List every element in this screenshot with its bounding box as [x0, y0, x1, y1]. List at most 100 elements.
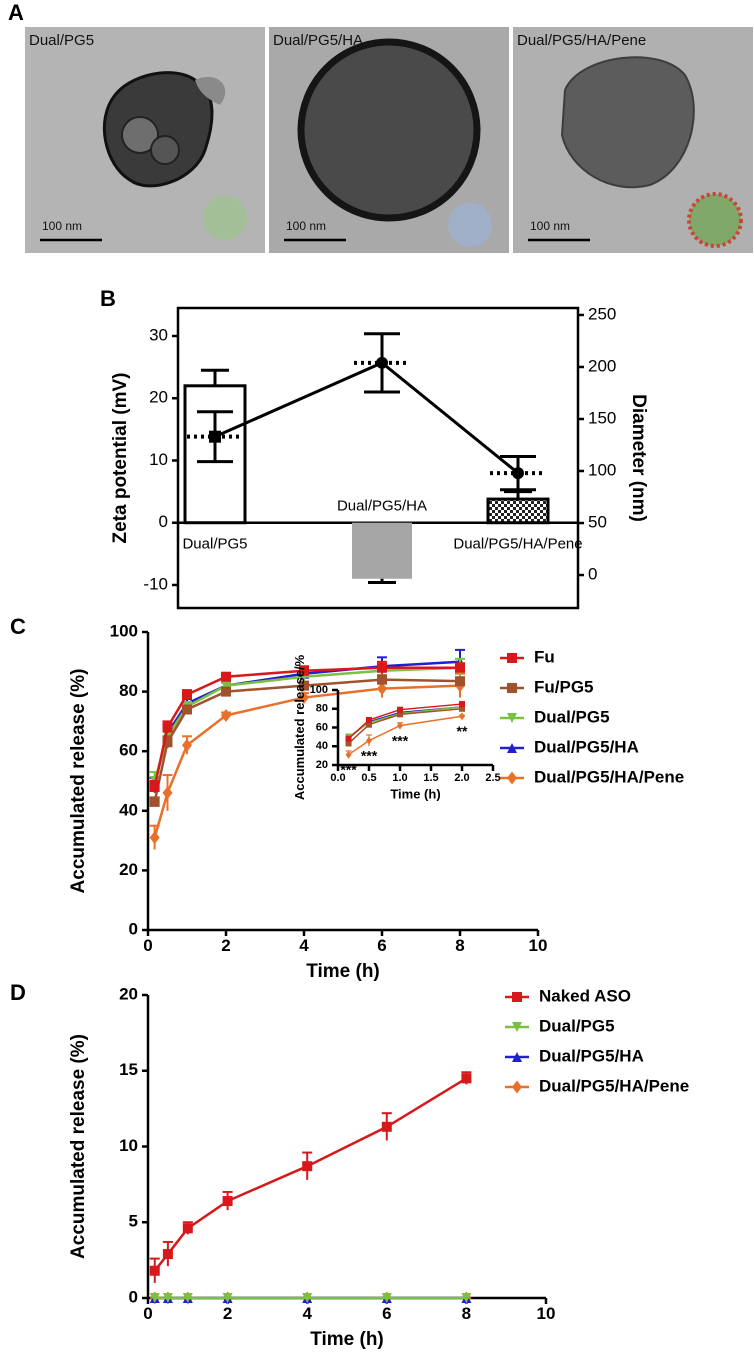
- x-tick-label: 0.5: [361, 772, 376, 784]
- line: [214, 361, 519, 475]
- marker: [221, 680, 231, 691]
- x-tick-label: 1.5: [423, 772, 438, 784]
- y-axis-label: Zeta potential (mV): [110, 372, 131, 543]
- y-tick-label: 100: [588, 460, 616, 479]
- y-tick-label: 15: [119, 1060, 138, 1079]
- marker: [182, 689, 192, 700]
- x-tick-label: 6: [382, 1304, 391, 1323]
- x-tick-label: 2.0: [454, 772, 469, 784]
- legend-label: Dual/PG5/HA: [534, 737, 639, 756]
- bar: [352, 522, 412, 579]
- x-tick-label: 4: [299, 936, 309, 955]
- x-tick-label: 8: [462, 1304, 471, 1323]
- image-label: Dual/PG5/HA: [273, 32, 363, 49]
- marker: [461, 1073, 472, 1084]
- marker: [376, 356, 388, 369]
- image-label: Dual/PG5/HA/Pene: [517, 32, 646, 49]
- series-line: [348, 703, 463, 740]
- marker: [366, 736, 372, 745]
- y-tick-label: 150: [588, 408, 616, 427]
- x-tick-label: 2: [221, 936, 230, 955]
- y-tick-label: 100: [110, 621, 138, 640]
- category-label: Dual/PG5: [182, 536, 247, 553]
- x-axis-label: Time (h): [310, 1329, 384, 1350]
- plot-frame: [176, 306, 580, 610]
- y-tick-label: 0: [159, 512, 168, 531]
- scale-bar-label: 100 nm: [42, 219, 82, 233]
- series-line: [348, 715, 463, 756]
- marker: [182, 1293, 193, 1303]
- y2-axis-label: Diameter (nm): [628, 394, 649, 522]
- marker: [512, 467, 524, 480]
- marker: [397, 711, 403, 718]
- legend-label: Dual/PG5: [539, 1016, 615, 1035]
- marker: [149, 796, 160, 807]
- marker: [459, 712, 465, 721]
- y-tick-label: 250: [588, 304, 616, 323]
- marker: [459, 701, 465, 708]
- y-tick-label: 80: [316, 703, 328, 715]
- marker: [221, 708, 231, 722]
- marker: [221, 686, 231, 697]
- y-tick-label: 40: [119, 800, 138, 819]
- legend-label: Fu/PG5: [534, 677, 594, 696]
- panel-label: D: [10, 980, 26, 1005]
- marker: [459, 705, 465, 712]
- marker: [222, 1196, 233, 1207]
- marker: [397, 721, 403, 730]
- legend-label: Dual/PG5: [534, 707, 610, 726]
- y-tick-label: 200: [588, 356, 616, 375]
- marker: [162, 737, 173, 748]
- marker: [162, 1293, 173, 1303]
- marker: [182, 704, 192, 715]
- marker: [377, 682, 387, 696]
- legend-marker: [507, 713, 517, 723]
- marker: [209, 430, 221, 443]
- marker: [162, 1249, 173, 1260]
- y-axis-label: Accumulated release/%: [292, 654, 307, 800]
- marker: [377, 662, 387, 673]
- marker: [299, 691, 309, 705]
- category-label: Dual/PG5/HA: [337, 498, 427, 515]
- series-line: [153, 1077, 468, 1272]
- y-tick-label: 20: [316, 759, 328, 771]
- x-tick-label: 2.5: [485, 772, 500, 784]
- marker: [366, 717, 372, 723]
- x-tick-label: 2: [223, 1304, 232, 1323]
- marker: [182, 1223, 193, 1234]
- legend-marker: [507, 743, 517, 753]
- marker: [149, 831, 160, 845]
- y-tick-label: 0: [588, 565, 597, 584]
- marker: [149, 781, 160, 792]
- legend-marker: [512, 992, 522, 1002]
- scale-bar-label: 100 nm: [286, 219, 326, 233]
- marker: [221, 671, 231, 682]
- marker: [162, 786, 173, 800]
- error-bar: [504, 490, 532, 500]
- panel-label: C: [10, 614, 26, 639]
- marker: [345, 735, 352, 742]
- legend-marker: [507, 653, 517, 663]
- marker: [377, 674, 387, 685]
- legend-marker: [507, 771, 517, 785]
- marker: [345, 750, 352, 759]
- x-tick-label: 1.0: [392, 772, 407, 784]
- marker: [366, 721, 372, 728]
- panel-label: B: [100, 286, 116, 311]
- y-tick-label: 10: [149, 450, 168, 469]
- tem-image: Dual/PG5/HA 100 nm: [269, 27, 509, 253]
- legend-label: Dual/PG5/HA/Pene: [534, 767, 684, 786]
- tem-image: Dual/PG5/HA/Pene 100 nm: [513, 27, 753, 253]
- y-tick-label: 10: [119, 1136, 138, 1155]
- marker: [162, 722, 173, 733]
- series-line: [348, 708, 463, 744]
- scale-bar-label: 100 nm: [530, 219, 570, 233]
- annotation: ***: [340, 761, 357, 777]
- image-label: Dual/PG5: [29, 32, 94, 49]
- y-tick-label: 100: [310, 684, 328, 696]
- marker: [455, 662, 465, 673]
- error-bar: [201, 368, 229, 386]
- x-tick-label: 10: [529, 936, 548, 955]
- y-tick-label: 60: [316, 721, 328, 733]
- annotation: ***: [361, 747, 378, 763]
